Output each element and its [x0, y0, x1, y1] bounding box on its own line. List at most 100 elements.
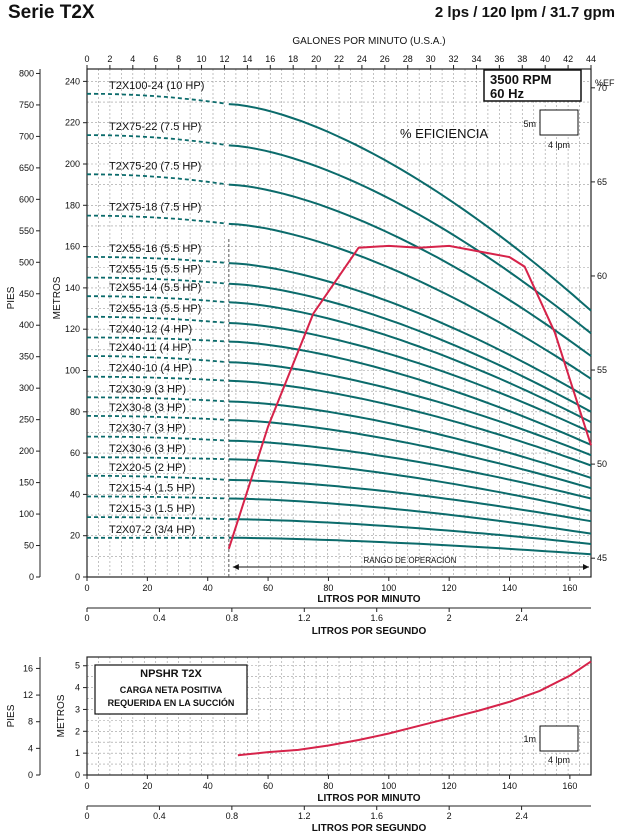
lpm-tick-label: 80 — [323, 583, 333, 593]
eff-tick-label: 50 — [597, 459, 607, 469]
scale-box-x-label: 4 lpm — [548, 755, 570, 765]
npshr-lpm-axis-title: LITROS POR MINUTO — [317, 793, 420, 804]
feet-tick-label: 4 — [28, 743, 33, 753]
lpm-tick-label: 160 — [562, 781, 577, 791]
gpm-tick-label: 16 — [265, 54, 275, 64]
curve-solid — [228, 103, 592, 312]
gpm-tick-label: 4 — [130, 54, 135, 64]
eff-tick-label: 65 — [597, 177, 607, 187]
feet-tick-label: 16 — [23, 663, 33, 673]
feet-tick-label: 450 — [19, 289, 34, 299]
curve-dashed — [87, 92, 226, 105]
meters-tick-label: 1 — [75, 748, 80, 758]
curve-label: T2X15-3 (1.5 HP) — [109, 503, 195, 515]
feet-tick-label: 150 — [19, 478, 34, 488]
gpm-tick-label: 10 — [197, 54, 207, 64]
curve-dashed — [87, 255, 226, 264]
lpm-tick-label: 100 — [381, 583, 396, 593]
curve-solid — [228, 183, 592, 357]
gpm-tick-label: 0 — [84, 54, 89, 64]
feet-tick-label: 12 — [23, 690, 33, 700]
lps-tick-label: 1.2 — [298, 811, 311, 821]
curve-solid — [228, 458, 592, 512]
meters-tick-label: 0 — [75, 572, 80, 582]
curve-solid — [228, 301, 592, 423]
curve-solid — [228, 262, 592, 401]
meters-tick-label: 4 — [75, 683, 80, 693]
feet-tick-label: 750 — [19, 100, 34, 110]
lps-tick-label: 0 — [84, 613, 89, 623]
meters-tick-label: 3 — [75, 704, 80, 714]
gpm-tick-label: 42 — [563, 54, 573, 64]
lps-tick-label: 0.4 — [153, 613, 166, 623]
gpm-tick-label: 8 — [176, 54, 181, 64]
lpm-axis-title: LITROS POR MINUTO — [317, 594, 420, 605]
scale-box — [539, 109, 579, 136]
curve-label: T2X55-13 (5.5 HP) — [109, 303, 201, 315]
lpm-tick-label: 160 — [562, 583, 577, 593]
meters-tick-label: 20 — [70, 531, 80, 541]
curve-label: T2X30-6 (3 HP) — [109, 443, 186, 455]
scale-box-y-label: 1m — [523, 734, 536, 744]
feet-tick-label: 500 — [19, 257, 34, 267]
curve-dashed — [86, 355, 226, 363]
meters-tick-label: 180 — [65, 200, 80, 210]
operating-range-arrow-head-right — [583, 564, 589, 570]
npshr-scale-box — [539, 725, 579, 752]
meters-tick-label: 40 — [70, 489, 80, 499]
gpm-tick-label: 30 — [426, 54, 436, 64]
curve-dashed — [87, 435, 226, 442]
feet-tick-label: 300 — [19, 383, 34, 393]
lpm-tick-label: 100 — [381, 781, 396, 791]
curve-solid — [228, 497, 592, 535]
feet-tick-label: 250 — [19, 415, 34, 425]
eff-tick-label: 60 — [597, 271, 607, 281]
npshr-feet-axis-title: PIES — [6, 704, 17, 727]
curve-label: T2X15-4 (1.5 HP) — [109, 482, 195, 494]
lps-tick-label: 2 — [447, 811, 452, 821]
operating-range-arrow-head-left — [232, 564, 239, 570]
meters-tick-label: 60 — [70, 448, 80, 458]
curve-label: T2X30-9 (3 HP) — [109, 383, 186, 395]
rpm-box — [483, 69, 582, 102]
curve-dashed — [87, 336, 226, 343]
lpm-tick-label: 20 — [142, 781, 152, 791]
curve-label: T2X30-7 (3 HP) — [109, 423, 186, 435]
feet-tick-label: 50 — [24, 541, 34, 551]
feet-tick-label: 650 — [19, 163, 34, 173]
meters-tick-label: 5 — [75, 661, 80, 671]
lps-axis-title: LITROS POR SEGUNDO — [312, 626, 427, 637]
lps-tick-label: 1.2 — [298, 613, 311, 623]
meters-tick-label: 240 — [65, 76, 80, 86]
eff-tick-label: 70 — [597, 83, 607, 93]
efficiency-label: % EFICIENCIA — [400, 126, 488, 141]
frequency-text: 60 Hz — [490, 86, 524, 101]
gpm-tick-label: 36 — [494, 54, 504, 64]
gpm-tick-label: 14 — [242, 54, 252, 64]
curve-solid — [228, 400, 592, 479]
curve-dashed — [87, 375, 226, 382]
meters-tick-label: 2 — [75, 726, 80, 736]
meters-tick-label: 140 — [65, 283, 80, 293]
curve-label: T2X30-8 (3 HP) — [109, 402, 186, 414]
operating-range-label: RANGO DE OPERACIÓN — [363, 556, 456, 565]
npshr-meters-axis-title: METROS — [56, 694, 67, 737]
gpm-tick-label: 38 — [517, 54, 527, 64]
curve-solid — [228, 282, 592, 413]
lpm-tick-label: 0 — [84, 781, 89, 791]
lpm-tick-label: 80 — [323, 781, 333, 791]
curve-dashed — [87, 456, 226, 461]
curve-solid — [228, 379, 592, 467]
feet-tick-label: 8 — [28, 717, 33, 727]
curve-dashed — [87, 516, 226, 520]
lps-tick-label: 2 — [447, 613, 452, 623]
rpm-text: 3500 RPM — [490, 72, 551, 87]
gpm-tick-label: 26 — [380, 54, 390, 64]
npshr-title: NPSHR T2X — [140, 668, 202, 680]
lps-tick-label: 1.6 — [370, 613, 383, 623]
lps-tick-label: 2.4 — [515, 613, 528, 623]
feet-tick-label: 200 — [19, 446, 34, 456]
gpm-tick-label: 28 — [403, 54, 413, 64]
curve-label: T2X40-12 (4 HP) — [109, 323, 192, 335]
